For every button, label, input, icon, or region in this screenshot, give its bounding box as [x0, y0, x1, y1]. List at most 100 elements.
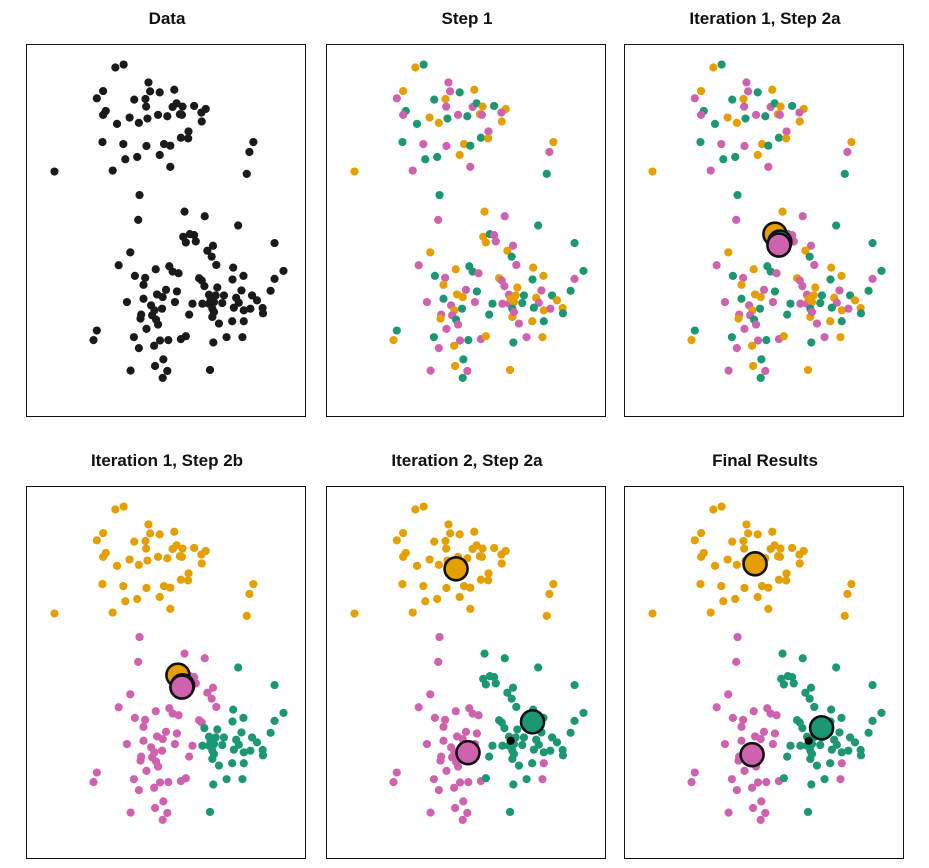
data-point-pink [453, 762, 463, 771]
data-point-orange [442, 544, 451, 553]
data-point-orange [177, 552, 186, 561]
data-point-pink [126, 808, 135, 817]
data-point-green [421, 155, 430, 164]
data-point-pink [181, 774, 190, 783]
data-point-pink [139, 736, 148, 745]
data-point-green [864, 728, 873, 737]
data-point-green [435, 190, 444, 200]
data-point-orange [441, 536, 450, 546]
data-point-orange [242, 611, 251, 620]
scatter-plot-iteration-1-step-2a [648, 60, 886, 383]
data-point-green [812, 761, 822, 770]
data-point-pink [538, 775, 547, 784]
data-point-orange [753, 592, 762, 602]
data-point-orange [776, 544, 785, 553]
data-point-green [832, 221, 841, 230]
data-point-orange [690, 536, 699, 545]
data-point-pink [508, 241, 518, 250]
data-point-pink [697, 110, 706, 119]
data-point-pink [747, 783, 757, 792]
data-point-orange [434, 118, 443, 127]
data-point-green [827, 705, 836, 714]
data-point-pink [868, 274, 877, 283]
data-point-green [770, 99, 779, 108]
data-point-green [856, 751, 866, 760]
data-point-black [129, 333, 138, 342]
data-point-pink [442, 141, 451, 151]
data-point-black [200, 212, 209, 221]
data-point-black [108, 166, 117, 175]
data-point-pink [122, 739, 132, 749]
data-point-pink [114, 703, 123, 712]
data-point-pink [740, 324, 749, 333]
data-point-orange [439, 280, 448, 289]
data-point-green [845, 733, 855, 742]
data-point-green [753, 88, 762, 97]
data-point-pink [207, 694, 216, 703]
data-point-pink [732, 343, 741, 353]
data-point-pink [434, 785, 443, 795]
data-point-green [457, 304, 467, 313]
data-point-orange [804, 294, 813, 303]
data-point-green [488, 741, 497, 750]
data-point-black [191, 237, 200, 246]
data-point-black [144, 78, 153, 87]
data-point-pink [534, 298, 543, 307]
data-point-green [491, 679, 500, 688]
data-point-orange [717, 502, 726, 511]
data-point-green [789, 679, 798, 688]
data-point-black [99, 86, 108, 96]
data-point-pink [737, 722, 746, 731]
data-point-black [266, 286, 275, 295]
data-point-green [500, 654, 509, 663]
data-point-pink [461, 727, 471, 736]
data-point-pink [537, 286, 546, 295]
data-point-green [762, 336, 771, 345]
data-point-pink [717, 139, 726, 149]
data-point-pink [512, 260, 521, 270]
data-point-green [798, 654, 807, 663]
data-point-black [258, 309, 268, 318]
data-point-orange [478, 102, 487, 111]
data-point-green [485, 310, 494, 319]
data-point-orange [775, 552, 784, 561]
data-point-pink [720, 297, 730, 307]
data-point-green [783, 752, 792, 761]
data-point-pink [497, 108, 506, 117]
data-point-pink [442, 766, 451, 775]
data-point-orange [770, 541, 779, 550]
data-point-orange [481, 238, 490, 247]
data-point-pink [706, 166, 715, 175]
data-point-black [181, 238, 190, 247]
data-point-black [208, 241, 218, 250]
data-point-pink [724, 690, 733, 699]
data-point-green [805, 252, 814, 261]
data-point-green [779, 774, 788, 783]
data-point-orange [782, 134, 791, 143]
data-point-green [519, 291, 529, 300]
data-point-green [518, 298, 527, 308]
data-point-pink [724, 808, 733, 817]
data-point-pink [203, 688, 212, 697]
data-point-green [546, 746, 555, 755]
data-point-orange [477, 552, 486, 561]
data-point-pink [570, 274, 579, 283]
data-point-black [136, 314, 145, 323]
data-point-pink [450, 803, 460, 813]
data-point-orange [484, 576, 493, 585]
data-point-pink [188, 741, 197, 750]
data-point-black [130, 271, 139, 280]
data-point-black [190, 101, 199, 111]
data-point-pink [434, 343, 443, 353]
data-point-black [126, 366, 135, 375]
data-point-orange [717, 581, 726, 591]
data-point-black [229, 263, 238, 272]
data-point-green [786, 741, 795, 750]
data-point-pink [768, 297, 778, 307]
data-point-green [816, 298, 825, 308]
data-point-orange [737, 280, 746, 289]
data-point-black [142, 141, 151, 151]
scatter-plot-data [50, 60, 288, 383]
data-point-green [214, 761, 224, 770]
data-point-pink [509, 307, 519, 317]
